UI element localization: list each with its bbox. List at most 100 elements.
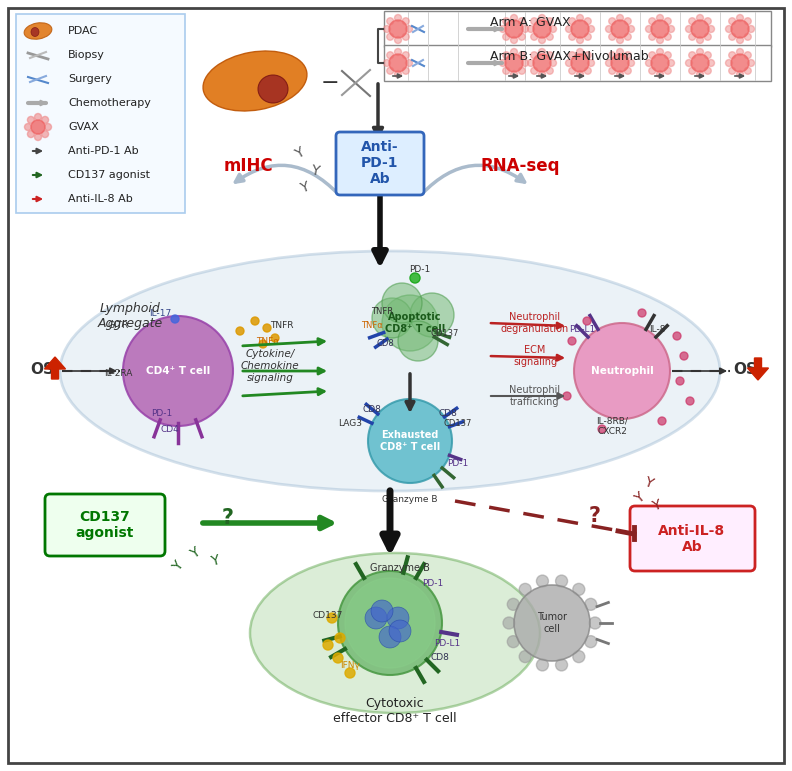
Circle shape xyxy=(511,36,517,43)
Circle shape xyxy=(365,607,387,629)
Circle shape xyxy=(649,52,656,59)
Circle shape xyxy=(583,317,591,325)
Text: Arm A: GVAX: Arm A: GVAX xyxy=(490,16,570,29)
Text: PD-1: PD-1 xyxy=(447,459,469,467)
Circle shape xyxy=(500,59,507,66)
Ellipse shape xyxy=(203,51,307,111)
Circle shape xyxy=(616,49,623,56)
Circle shape xyxy=(345,668,355,678)
Circle shape xyxy=(704,33,711,40)
Text: CD8: CD8 xyxy=(376,338,394,348)
Circle shape xyxy=(402,67,409,74)
Circle shape xyxy=(658,417,666,425)
Circle shape xyxy=(345,578,435,668)
Text: Y: Y xyxy=(188,545,203,561)
Circle shape xyxy=(333,653,343,663)
Circle shape xyxy=(569,52,576,59)
Circle shape xyxy=(606,25,612,32)
Circle shape xyxy=(584,18,592,25)
Circle shape xyxy=(731,54,749,72)
Circle shape xyxy=(383,25,390,32)
Circle shape xyxy=(577,49,584,56)
Circle shape xyxy=(25,123,32,130)
Circle shape xyxy=(533,54,551,72)
Circle shape xyxy=(371,600,393,622)
Circle shape xyxy=(707,25,714,32)
Text: IFNγ: IFNγ xyxy=(340,661,360,669)
Circle shape xyxy=(35,113,41,120)
Circle shape xyxy=(611,20,629,38)
Circle shape xyxy=(748,25,755,32)
Circle shape xyxy=(657,70,664,78)
Circle shape xyxy=(531,52,538,59)
Circle shape xyxy=(649,33,656,40)
Circle shape xyxy=(686,25,692,32)
Circle shape xyxy=(609,33,615,40)
Circle shape xyxy=(546,18,554,25)
Circle shape xyxy=(259,340,267,348)
Circle shape xyxy=(664,33,672,40)
Text: PD-L1: PD-L1 xyxy=(434,638,460,648)
Circle shape xyxy=(577,15,584,22)
Circle shape xyxy=(645,59,653,66)
Circle shape xyxy=(527,25,535,32)
Text: Anti-IL-8 Ab: Anti-IL-8 Ab xyxy=(68,194,133,204)
Circle shape xyxy=(729,33,736,40)
Circle shape xyxy=(550,59,557,66)
Text: CD8: CD8 xyxy=(363,405,382,413)
Circle shape xyxy=(236,327,244,335)
Circle shape xyxy=(744,52,752,59)
Circle shape xyxy=(386,33,394,40)
Text: CD8: CD8 xyxy=(439,409,458,418)
Circle shape xyxy=(507,635,520,648)
Text: Apoptotic
CD8⁺ T cell: Apoptotic CD8⁺ T cell xyxy=(385,312,445,334)
Circle shape xyxy=(323,640,333,650)
Circle shape xyxy=(518,18,525,25)
Circle shape xyxy=(394,36,402,43)
Text: CD8: CD8 xyxy=(431,654,449,662)
Circle shape xyxy=(555,659,568,671)
Text: Y: Y xyxy=(169,558,186,574)
Circle shape xyxy=(387,607,409,629)
Text: CD4: CD4 xyxy=(161,425,179,433)
Circle shape xyxy=(569,67,576,74)
Circle shape xyxy=(31,120,45,134)
Circle shape xyxy=(611,54,629,72)
Circle shape xyxy=(383,59,390,66)
Circle shape xyxy=(577,36,584,43)
Circle shape xyxy=(616,15,623,22)
Circle shape xyxy=(263,324,271,332)
Circle shape xyxy=(689,18,695,25)
Circle shape xyxy=(737,70,744,78)
Circle shape xyxy=(731,20,749,38)
Circle shape xyxy=(503,18,510,25)
Circle shape xyxy=(729,52,736,59)
Circle shape xyxy=(573,584,584,595)
Circle shape xyxy=(744,18,752,25)
Text: Biopsy: Biopsy xyxy=(68,50,105,60)
Circle shape xyxy=(668,59,675,66)
Circle shape xyxy=(627,59,634,66)
Text: Y: Y xyxy=(651,498,664,514)
Circle shape xyxy=(645,25,653,32)
FancyBboxPatch shape xyxy=(336,132,424,195)
Circle shape xyxy=(402,18,409,25)
Text: OS: OS xyxy=(30,362,54,376)
Circle shape xyxy=(386,67,394,74)
Circle shape xyxy=(527,59,535,66)
Circle shape xyxy=(518,33,525,40)
Text: Anti-PD-1 Ab: Anti-PD-1 Ab xyxy=(68,146,139,156)
Circle shape xyxy=(563,392,571,400)
Circle shape xyxy=(707,59,714,66)
Text: GITR: GITR xyxy=(108,322,128,331)
Circle shape xyxy=(520,584,531,595)
Circle shape xyxy=(382,283,422,323)
Circle shape xyxy=(704,52,711,59)
Circle shape xyxy=(531,18,538,25)
Circle shape xyxy=(507,598,520,611)
Text: IL-17: IL-17 xyxy=(149,309,171,318)
Circle shape xyxy=(638,309,646,317)
Circle shape xyxy=(668,25,675,32)
Text: Y: Y xyxy=(299,180,311,196)
Text: Y: Y xyxy=(310,163,320,179)
